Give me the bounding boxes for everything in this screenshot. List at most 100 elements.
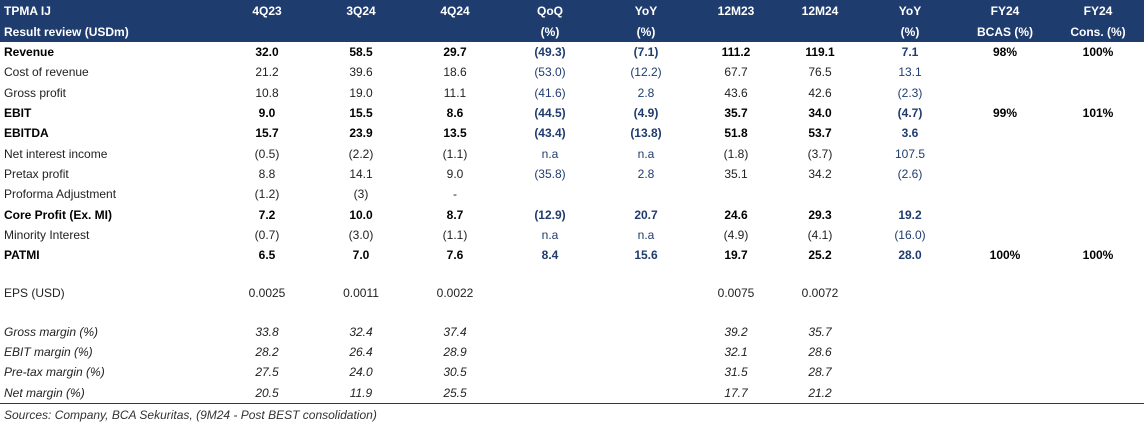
header-cell: 12M24 [778,0,862,21]
cell-value [598,362,694,382]
cell-value: 6.5 [258,248,276,263]
row-label: Pretax profit [4,166,69,181]
header-subcell: (%) [862,21,958,42]
table-row: EBIT 9.0 15.5 8.6 (44.5) (4.9) 35.7 34.0 (4.7) 99… [0,103,1144,123]
cell-value: 28.6 [808,345,832,359]
cell-value [862,382,958,404]
cell-value: 19.0 [349,85,373,100]
cell-value [958,164,1052,184]
cell-value [408,304,502,322]
cell-value [958,322,1052,342]
cell-value [598,322,694,342]
cell-value: 2.8 [637,85,655,100]
cell-value [598,265,694,283]
cell-value: 0.0072 [801,286,839,301]
cell-value: n.a [637,146,655,161]
cell-value [694,265,778,283]
cell-value [694,304,778,322]
cell-value [1052,322,1144,342]
cell-value [958,265,1052,283]
cell-value: 3.6 [901,126,919,141]
cell-value [958,362,1052,382]
cell-value [958,143,1052,163]
header-cell: FY24 [1052,0,1144,21]
cell-value [958,184,1052,204]
cell-value [1052,184,1144,204]
header-row-2: Result review (USDm) (%) (%) (%) BCAS (%) Con… [0,21,1144,42]
cell-value: 21.2 [778,382,862,404]
cell-value: 15.7 [255,126,279,141]
table-row: Net interest income (0.5) (2.2) (1.1) n.a n.a… [0,143,1144,163]
header-cell: 12M23 [694,0,778,21]
table-row: Gross profit 10.8 19.0 11.1 (41.6) 2.8 43.6 42.… [0,83,1144,103]
cell-value: 2.8 [637,166,655,181]
cell-value: 26.4 [349,345,373,359]
table-row: Net margin (%) 20.5 11.9 25.5 17.7 21.2 [0,382,1144,404]
cell-value [958,342,1052,362]
header-subcell: BCAS (%) [958,21,1052,42]
header-subcell [314,21,408,42]
cell-value: 19.7 [724,248,748,263]
cell-value: 13.5 [443,126,467,141]
cell-value: - [453,187,457,202]
cell-value [1052,164,1144,184]
cell-value [502,184,598,204]
cell-value: 15.5 [349,106,373,121]
table-row: Pretax profit 8.8 14.1 9.0 (35.8) 2.8 35.1 34.2… [0,164,1144,184]
cell-value: 39.2 [724,324,748,339]
cell-value: 11.1 [443,85,467,100]
cell-value: 67.7 [724,65,748,80]
cell-value: 0.0011 [343,286,379,301]
cell-value: 99% [992,106,1018,121]
cell-value: (12.2) [630,65,662,80]
cell-value [502,304,598,322]
row-label [0,304,220,322]
cell-value [1052,225,1144,245]
cell-value [598,382,694,404]
cell-value: 28.2 [255,345,279,359]
cell-value: 25.5 [408,382,502,404]
cell-value: 28.0 [898,248,922,263]
cell-value: (12.9) [534,207,566,222]
cell-value: 10.0 [349,207,373,222]
table-row: Revenue 32.0 58.5 29.7 (49.3) (7.1) 111.2 119.1… [0,42,1144,62]
table-row: Minority Interest (0.7) (3.0) (1.1) n.a n.a (4… [0,225,1144,245]
cell-value [958,382,1052,404]
row-label: Revenue [4,45,55,60]
cell-value: 0.0022 [436,286,474,301]
cell-value: 24.0 [349,365,373,380]
source-note: Sources: Company, BCA Sekuritas, (9M24 -… [4,407,377,422]
result-review-table: TPMA IJ 4Q23 3Q24 4Q24 QoQ YoY 12M23 12M24 YoY FY… [0,0,1144,404]
cell-value: 34.2 [808,166,832,181]
cell-value: 39.6 [349,65,373,80]
cell-value [694,184,778,204]
cell-value [502,265,598,283]
cell-value: 100% [989,248,1021,263]
cell-value: (1.1) [442,227,468,242]
cell-value [862,342,958,362]
cell-value [958,123,1052,143]
header-subcell [408,21,502,42]
cell-value: 21.2 [255,65,279,80]
cell-value [598,184,694,204]
header-cell: 4Q24 [408,0,502,21]
header-subcell: (%) [598,21,694,42]
cell-value [598,283,694,303]
cell-value: 28.7 [808,365,832,380]
row-label: EBIT [4,106,32,121]
cell-value [778,304,862,322]
cell-value: 31.5 [724,365,748,380]
cell-value [958,283,1052,303]
header-cell: 3Q24 [314,0,408,21]
cell-value [958,83,1052,103]
cell-value: 37.4 [443,324,467,339]
header-subcell: (%) [502,21,598,42]
cell-value: (49.3) [534,45,566,60]
cell-value [1052,304,1144,322]
cell-value: 14.1 [349,166,373,181]
cell-value: (4.9) [723,227,749,242]
cell-value: 43.6 [724,85,748,100]
cell-value: 100% [1082,45,1114,60]
row-label: PATMI [4,248,40,263]
cell-value: (0.7) [254,227,280,242]
